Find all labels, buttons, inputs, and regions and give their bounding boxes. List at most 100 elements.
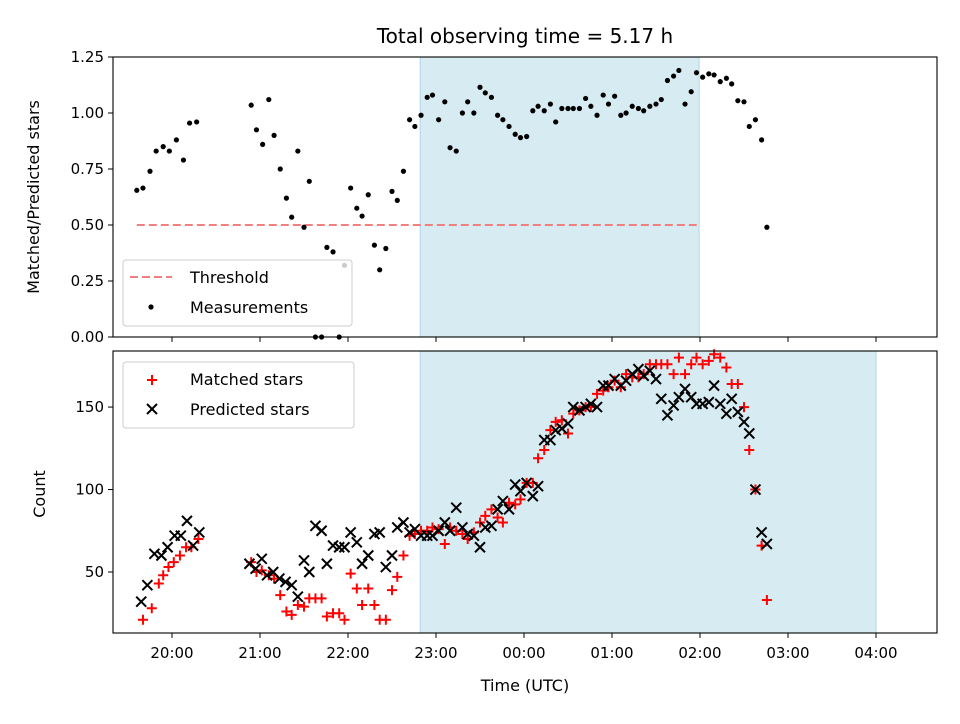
- x-tick-label: 23:00: [414, 644, 457, 662]
- measurement-point: [500, 117, 506, 123]
- predicted-star-point: [679, 383, 691, 395]
- matched-star-point: [598, 385, 609, 396]
- predicted-star-point: [650, 373, 662, 385]
- predicted-star-point: [373, 526, 386, 539]
- measurement-point: [600, 92, 606, 98]
- y-tick-label: 0.75: [71, 160, 104, 178]
- measurement-point: [173, 137, 179, 143]
- measurement-point: [618, 112, 624, 118]
- measurement-point: [706, 71, 712, 77]
- predicted-star-point: [161, 541, 174, 553]
- bottom-legend: Matched stars Predicted stars: [122, 361, 355, 429]
- top-legend: Threshold Measurements: [122, 259, 353, 327]
- shaded-span: [419, 350, 877, 634]
- matched-star-point: [721, 362, 732, 373]
- matched-star-point: [146, 603, 157, 614]
- matched-star-point: [592, 388, 603, 399]
- measurement-point: [418, 112, 424, 118]
- measurement-point: [717, 79, 723, 85]
- measurement-point: [147, 168, 153, 174]
- measurement-point: [471, 110, 477, 116]
- predicted-star-point: [298, 554, 310, 567]
- measurement-point: [377, 267, 383, 273]
- matched-star-point: [158, 570, 169, 581]
- measurement-point: [389, 188, 395, 194]
- measurement-point: [166, 148, 172, 154]
- matched-star-point: [351, 583, 362, 594]
- matched-star-point: [539, 444, 550, 455]
- top-axes-border: [112, 56, 938, 338]
- matched-star-point: [168, 557, 179, 568]
- measurement-point: [354, 205, 360, 211]
- x-tick-label: 20:00: [150, 644, 193, 662]
- measurement-point: [359, 213, 365, 219]
- measurement-point: [559, 105, 565, 112]
- matched-star-point: [497, 517, 508, 528]
- measurement-point: [260, 141, 266, 147]
- measurement-point: [576, 105, 583, 112]
- predicted-star-point: [667, 399, 680, 412]
- measurement-point: [289, 214, 295, 220]
- predicted-star-point: [444, 525, 456, 537]
- matched-star-point: [615, 382, 626, 393]
- measurement-point: [459, 110, 465, 116]
- measurement-point: [535, 103, 541, 109]
- x-axis-label: Time (UTC): [480, 676, 569, 695]
- predicted-star-point: [450, 501, 462, 514]
- y-tick-label: 1.00: [71, 104, 104, 122]
- measurement-point: [553, 119, 559, 125]
- measurement-point: [477, 84, 483, 90]
- top-axes-frame: [112, 56, 938, 338]
- matched-star-point: [486, 504, 497, 515]
- measurement-point: [194, 119, 200, 125]
- measurement-point: [517, 135, 524, 141]
- measurement-point: [371, 242, 377, 248]
- legend-box: [122, 361, 355, 429]
- predicted-star-point: [725, 393, 738, 405]
- predicted-star-point: [567, 401, 579, 413]
- chart-title: Total observing time = 5.17 h: [376, 24, 673, 48]
- matched-star-point: [387, 585, 397, 596]
- legend-measurements-label: Measurements: [190, 298, 308, 317]
- matched-star-point: [137, 614, 148, 625]
- predicted-star-point: [755, 526, 768, 539]
- matched-star-point: [334, 608, 345, 619]
- measurement-point: [306, 178, 312, 184]
- predicted-star-point: [579, 401, 592, 413]
- measurement-point: [735, 98, 741, 104]
- measurement-point: [160, 144, 166, 150]
- measurement-point: [741, 99, 747, 105]
- measurement-point: [693, 70, 700, 76]
- observing-window-span-bottom: [419, 350, 877, 634]
- predicted-star-point: [432, 525, 445, 537]
- predicted-star-point: [520, 477, 533, 489]
- legend-matched-swatch: [147, 375, 157, 385]
- measurement-point: [583, 95, 589, 102]
- measurement-point: [711, 72, 717, 78]
- x-tick-label: 04:00: [854, 644, 897, 662]
- predicted-star-point: [720, 407, 733, 420]
- predicted-star-point: [403, 526, 416, 539]
- matched-star-point: [739, 402, 749, 413]
- predicted-star-point: [141, 579, 154, 591]
- observing-window-span-top: [419, 56, 700, 338]
- y-tick-label: 0.50: [71, 216, 104, 234]
- predicted-star-point: [708, 379, 720, 392]
- predicted-star-point: [514, 485, 527, 497]
- matched-star-point: [292, 599, 303, 610]
- predicted-star-point: [497, 495, 509, 507]
- x-tick-label: 00:00: [502, 644, 545, 662]
- predicted-star-point: [273, 572, 286, 585]
- measurement-point: [746, 123, 752, 130]
- matched-star-point: [339, 614, 350, 625]
- matched-star-point: [369, 599, 380, 610]
- bottom-x-ticks: 20:00 21:00 22:00 23:00 00:00 01:00 02:00 03:00…: [150, 633, 898, 662]
- y-tick-label: 50: [85, 563, 104, 581]
- matched-star-point: [439, 538, 450, 549]
- predicted-star-point: [703, 396, 715, 408]
- matched-star-point: [275, 590, 286, 601]
- matched-star-point: [732, 378, 743, 389]
- x-tick-label: 22:00: [326, 644, 369, 662]
- matched-star-point: [345, 568, 356, 579]
- measurement-point: [277, 166, 283, 172]
